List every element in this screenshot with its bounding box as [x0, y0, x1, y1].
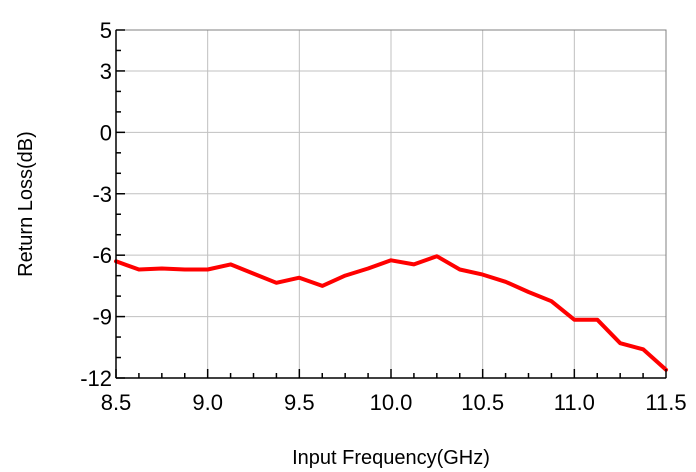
y-tick-labels: 5 3 0 -3 -6 -9 -12 [80, 18, 112, 391]
y-tick-label-4: -6 [92, 243, 112, 268]
y-tick-label-6: -12 [80, 366, 112, 391]
x-tick-label-3: 10.0 [370, 390, 413, 415]
y-tick-label-3: -3 [92, 182, 112, 207]
x-tick-label-6: 11.5 [645, 390, 686, 415]
y-axis-title: Return Loss(dB) [15, 131, 37, 277]
y-tick-label-1: 3 [100, 59, 112, 84]
y-tick-label-2: 0 [100, 120, 112, 145]
x-tick-label-4: 10.5 [461, 390, 504, 415]
y-tick-label-0: 5 [100, 18, 112, 43]
x-axis-title: Input Frequency(GHz) [292, 447, 490, 469]
x-tick-label-5: 11.0 [554, 390, 595, 415]
axes [115, 29, 667, 379]
series-layer [114, 254, 668, 372]
y-tick-label-5: -9 [92, 305, 112, 330]
grid [115, 29, 667, 379]
x-tick-label-2: 9.5 [284, 390, 315, 415]
x-tick-label-1: 9.0 [192, 390, 223, 415]
x-tick-label-0: 8.5 [101, 390, 132, 415]
series-line-0 [114, 254, 668, 372]
x-tick-labels: 8.5 9.0 9.5 10.0 10.5 11.0 11.5 [101, 390, 687, 415]
